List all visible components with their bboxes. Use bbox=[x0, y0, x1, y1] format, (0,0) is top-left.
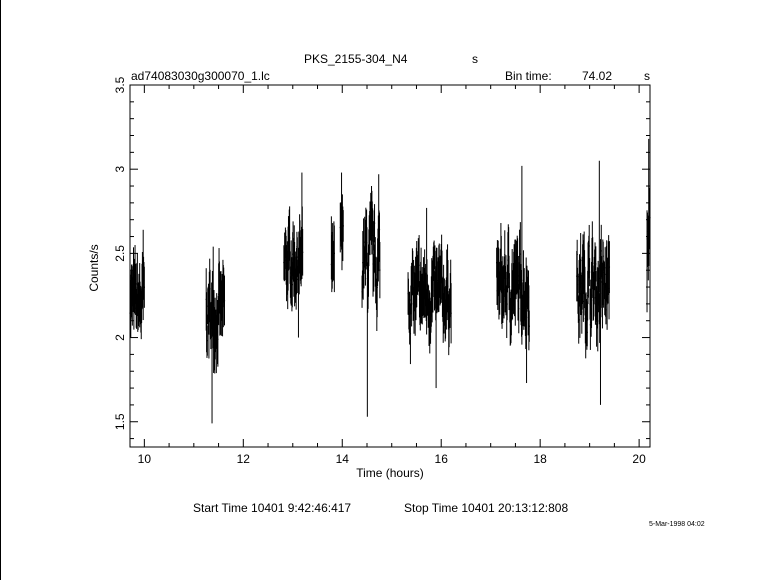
y-tick-label: 2.5 bbox=[113, 245, 127, 262]
object-title-suffix: s bbox=[472, 52, 478, 66]
stop-time-label: Stop Time 10401 20:13:12:808 bbox=[404, 501, 569, 515]
light-curve-segment bbox=[407, 207, 452, 389]
x-tick-label: 10 bbox=[138, 452, 152, 466]
window-left-border bbox=[0, 0, 1, 580]
x-tick-label: 16 bbox=[435, 452, 449, 466]
light-curve-segment bbox=[361, 174, 381, 417]
y-tick-label: 3.5 bbox=[113, 76, 127, 93]
light-curve-segment bbox=[339, 172, 344, 271]
light-curve-segment bbox=[283, 172, 304, 338]
y-tick-label: 1.5 bbox=[113, 413, 127, 430]
filename-label: ad74083030g300070_1.lc bbox=[131, 69, 270, 83]
light-curve-segment bbox=[576, 160, 611, 405]
light-curve-segment bbox=[205, 246, 226, 424]
x-tick-label: 20 bbox=[632, 452, 646, 466]
x-axis-label: Time (hours) bbox=[356, 466, 424, 480]
plot-frame bbox=[129, 84, 651, 448]
bin-time-value: 74.02 bbox=[582, 69, 613, 83]
light-curve-segment bbox=[330, 216, 335, 293]
axis-ticks: 10 12 14 16 18 20 1.5 2 2.5 3 3.5 bbox=[113, 76, 650, 466]
date-stamp: 5-Mar-1998 04:02 bbox=[649, 521, 705, 528]
bin-time-unit: s bbox=[644, 69, 650, 83]
y-tick-label: 2 bbox=[113, 334, 127, 341]
light-curve-segment bbox=[496, 165, 530, 384]
x-tick-label: 18 bbox=[533, 452, 547, 466]
y-tick-label: 3 bbox=[113, 166, 127, 173]
bin-time-label: Bin time: bbox=[505, 69, 552, 83]
data-marks bbox=[129, 138, 651, 424]
start-time-label: Start Time 10401 9:42:46:417 bbox=[193, 501, 352, 515]
light-curve-segment bbox=[129, 229, 145, 409]
y-axis-label: Counts/s bbox=[87, 244, 101, 291]
x-tick-label: 12 bbox=[237, 452, 251, 466]
x-tick-label: 14 bbox=[336, 452, 350, 466]
object-title: PKS_2155-304_N4 bbox=[304, 52, 408, 66]
light-curve-segment bbox=[646, 138, 651, 313]
